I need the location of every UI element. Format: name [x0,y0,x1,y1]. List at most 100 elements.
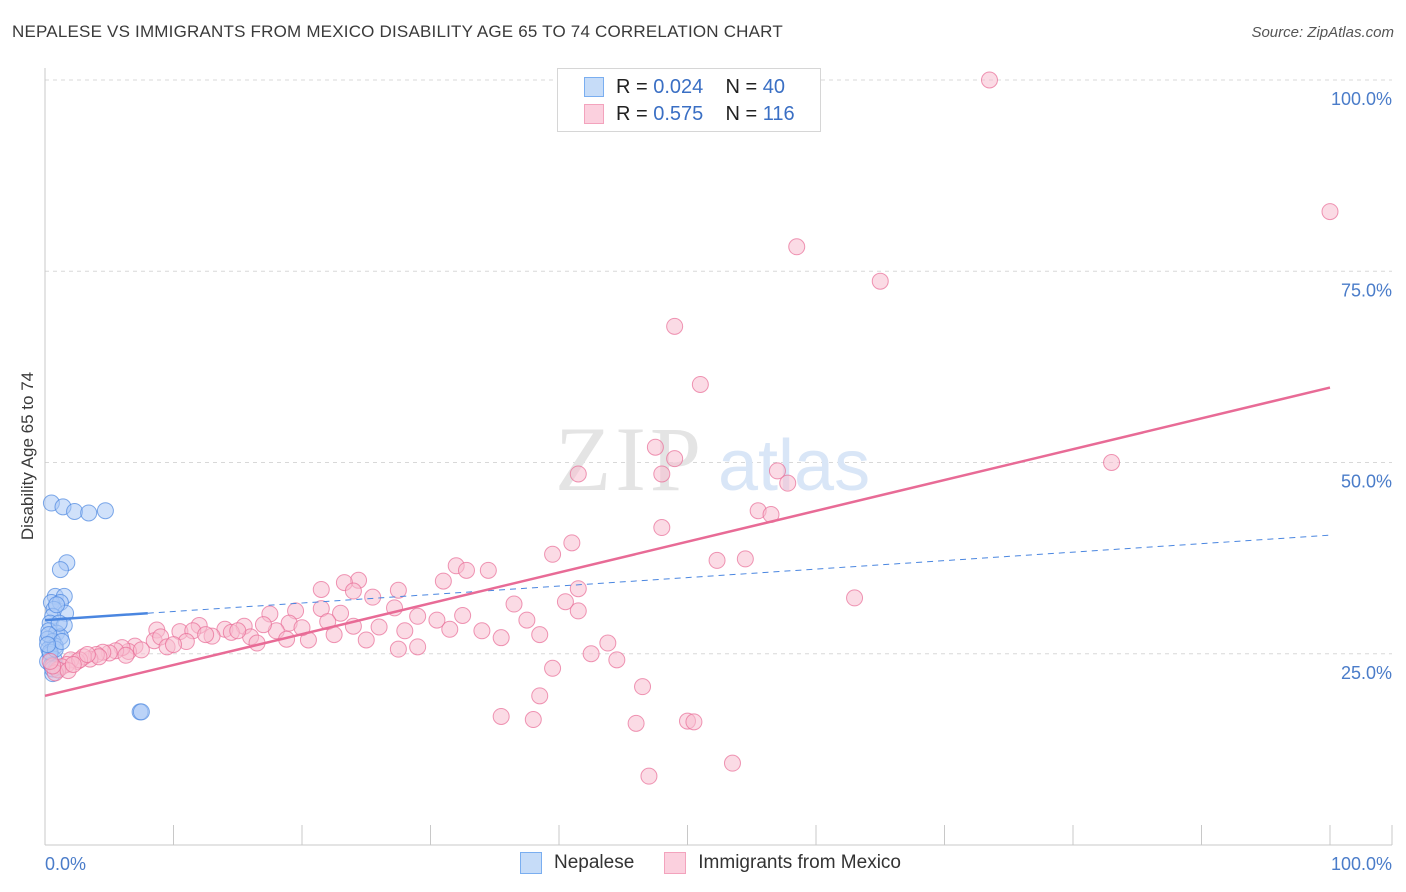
mexico-point [556,593,574,611]
mexico-point [666,450,684,468]
y-axis-title: Disability Age 65 to 74 [18,372,37,540]
mexico-point [524,711,542,729]
bottom-legend: Nepalese Immigrants from Mexico [520,852,931,874]
mexico-point [78,646,96,664]
legend-r-label: R = [616,102,648,125]
bottom-legend-swatch-mexico [664,852,687,874]
legend-r-value: 0.575 [653,102,704,125]
mexico-point [473,622,491,640]
mexico-point [441,620,459,638]
nepalese-point [80,504,98,522]
bottom-legend-label-mexico: Immigrants from Mexico [698,852,901,873]
axis-layer: 25.0% 50.0% 75.0% 100.0% 0.0% 100.0% [44,68,1393,874]
chart-title: NEPALESE VS IMMIGRANTS FROM MEXICO DISAB… [12,22,783,41]
mexico-point [492,707,510,725]
mexico-point [640,767,658,785]
legend-swatch-mexico [584,104,604,124]
watermark: ZIP atlas [555,408,870,510]
grid-layer [45,79,1392,655]
trend-layer [44,386,1331,698]
mexico-point [544,545,562,563]
mexico-point [691,375,709,393]
nepalese-point [96,502,114,520]
mexico-point [788,238,806,256]
legend-n-value: 116 [762,102,795,125]
nepalese-point [66,502,84,520]
mexico-point [370,618,388,636]
mexico-point [768,462,786,480]
points-layer [39,71,1339,785]
y-tick-label: 25.0% [1341,663,1392,683]
mexico-point [132,641,150,659]
mexico-point [389,581,407,599]
mexico-point [434,572,452,590]
nepalese-point [132,703,150,721]
mexico-point [1103,454,1121,471]
mexico-point [846,589,864,607]
legend-r-label: R = [616,75,648,98]
watermark-atlas: atlas [718,426,870,506]
mexico-point [544,659,562,677]
mexico-point [666,317,684,335]
mexico-point [454,607,472,624]
nepalese-point [53,633,71,651]
mexico-point [165,636,182,654]
bottom-legend-swatch-nepalese [520,852,542,874]
mexico-point [409,607,427,625]
mexico-point [563,534,581,552]
nepalese-point [39,636,57,654]
y-tick-label: 100.0% [1331,89,1392,109]
mexico-point [871,272,889,290]
mexico-point [364,588,382,606]
nepalese-point [51,561,69,579]
mexico-point [723,754,741,772]
nepalese-point [48,596,66,614]
mexico-point [457,561,475,579]
mexico-point [254,616,272,634]
y-tick-label: 75.0% [1341,280,1392,300]
mexico-point [41,652,59,670]
mexico-point [229,622,247,640]
mexico-point [344,582,362,600]
mexico-point [396,622,414,640]
mexico-point [653,465,671,483]
mexico-point [1321,203,1339,221]
mexico-point [708,551,726,569]
x-tick-label: 100.0% [1331,854,1392,874]
bottom-legend-item-mexico: Immigrants from Mexico [664,852,901,874]
mexico-point [197,626,215,644]
mexico-point [505,595,523,613]
mexico-point [980,71,998,89]
mexico-point [64,655,82,673]
mexico-point [479,561,497,579]
mexico-point [779,474,797,492]
legend-n-label: N = [725,102,758,125]
mexico-point [685,713,703,731]
mexico-point [653,519,671,537]
legend: R = 0.024 N = 40 R = 0.575 N = 116 [557,68,821,132]
mexico-point [736,550,754,568]
mexico-point [608,651,626,669]
y-tick-label: 50.0% [1341,472,1392,492]
mexico-point [389,640,407,658]
legend-row-mexico: R = 0.575 N = 116 [584,102,795,126]
mexico-point [357,631,375,649]
nepalese-trend-extension [147,534,1331,614]
mexico-point [582,645,600,663]
mexico-point [428,611,446,629]
legend-row-nepalese: R = 0.024 N = 40 [584,75,785,99]
mexico-point [599,634,617,652]
mexico-point [634,678,652,696]
mexico-trend-line [44,386,1331,698]
mexico-point [409,638,427,656]
mexico-point [332,604,350,622]
mexico-point [492,629,510,647]
source-note: Source: ZipAtlas.com [1251,24,1394,41]
legend-n-label: N = [725,75,758,98]
bottom-legend-item-nepalese: Nepalese [520,852,634,874]
mexico-point [569,465,587,483]
mexico-point [117,646,135,664]
mexico-point [531,626,549,644]
mexico-point [293,619,311,637]
